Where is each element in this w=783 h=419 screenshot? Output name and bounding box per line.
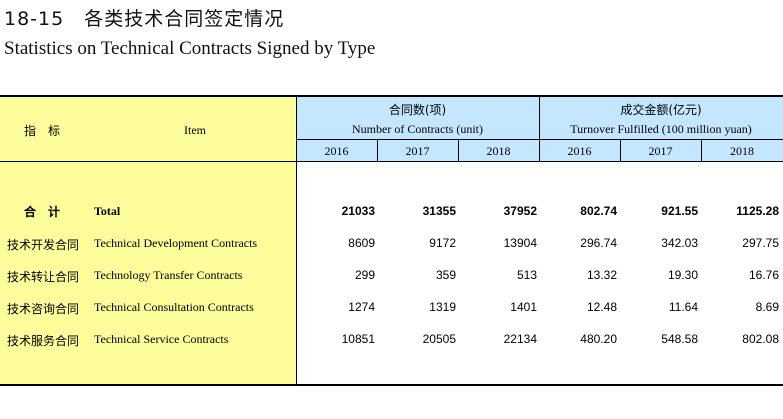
table-cell: 802.08 <box>742 332 779 346</box>
turnover-header-cn: 成交金额(亿元) <box>620 103 702 117</box>
row-label-cn: 技术开发合同 <box>7 238 80 252</box>
group-divider <box>539 97 540 161</box>
table-cell: 342.03 <box>661 236 698 250</box>
table-title-en: Statistics on Technical Contracts Signed… <box>4 38 376 59</box>
table-cell: 19.30 <box>667 268 698 282</box>
table-cell: 8.69 <box>755 300 779 314</box>
table-cell: 1125.28 <box>736 204 779 218</box>
row-label-cn: 技术服务合同 <box>7 334 80 348</box>
table-cell: 13904 <box>503 236 537 250</box>
row-label-en: Total <box>94 204 121 218</box>
table-cell: 921.55 <box>661 204 698 218</box>
table-cell: 10851 <box>341 332 375 346</box>
table-cell: 21033 <box>341 204 375 218</box>
year-header: 2018 <box>730 144 754 158</box>
contracts-header-en: Number of Contracts (unit) <box>352 122 483 136</box>
table-top-rule <box>0 95 783 97</box>
turnover-header-en: Turnover Fulfilled (100 million yuan) <box>570 122 752 136</box>
year-header: 2018 <box>486 144 511 158</box>
row-label-en: Technical Development Contracts <box>94 236 258 250</box>
table-cell: 20505 <box>422 332 456 346</box>
table-cell: 1274 <box>348 300 375 314</box>
item-column-divider <box>296 97 297 384</box>
item-column-panel <box>0 97 296 384</box>
year-row-top-rule <box>296 139 783 140</box>
year-header: 2016 <box>567 144 592 158</box>
table-cell: 480.20 <box>580 332 617 346</box>
table-cell: 296.74 <box>580 236 617 250</box>
table-cell: 13.32 <box>586 268 617 282</box>
year-header: 2016 <box>324 144 349 158</box>
table-cell: 802.74 <box>580 204 617 218</box>
table-cell: 1319 <box>429 300 456 314</box>
table-cell: 11.64 <box>668 300 698 314</box>
table-title-cn: 18-15 各类技术合同签定情况 <box>4 8 285 30</box>
table-cell: 297.75 <box>742 236 779 250</box>
table-cell: 9172 <box>429 236 456 250</box>
table-cell: 548.58 <box>661 332 698 346</box>
year-divider <box>620 139 621 161</box>
table-cell: 299 <box>354 268 375 282</box>
year-header: 2017 <box>405 144 430 158</box>
header-bottom-rule <box>0 161 783 162</box>
year-divider <box>377 139 378 161</box>
item-header-en: Item <box>184 123 206 137</box>
year-divider <box>458 139 459 161</box>
table-cell: 12.48 <box>586 300 617 314</box>
table-cell: 31355 <box>422 204 456 218</box>
table-cell: 513 <box>516 268 537 282</box>
table-cell: 22134 <box>503 332 537 346</box>
row-label-cn: 技术咨询合同 <box>7 302 80 316</box>
row-label-en: Technical Consultation Contracts <box>94 300 254 314</box>
table-bottom-rule <box>0 384 783 386</box>
item-header-cn: 指 标 <box>24 124 61 138</box>
table-cell: 37952 <box>503 204 537 218</box>
table-cell: 1401 <box>510 300 537 314</box>
table-cell: 16.76 <box>748 268 779 282</box>
row-label-en: Technical Service Contracts <box>94 332 229 346</box>
row-label-cn: 合 计 <box>24 205 61 219</box>
year-header: 2017 <box>648 144 673 158</box>
year-divider <box>701 139 702 161</box>
table-cell: 359 <box>435 268 456 282</box>
row-label-cn: 技术转让合同 <box>7 270 80 284</box>
contracts-header-cn: 合同数(项) <box>388 103 447 117</box>
table-cell: 8609 <box>348 236 375 250</box>
row-label-en: Technology Transfer Contracts <box>94 268 243 282</box>
